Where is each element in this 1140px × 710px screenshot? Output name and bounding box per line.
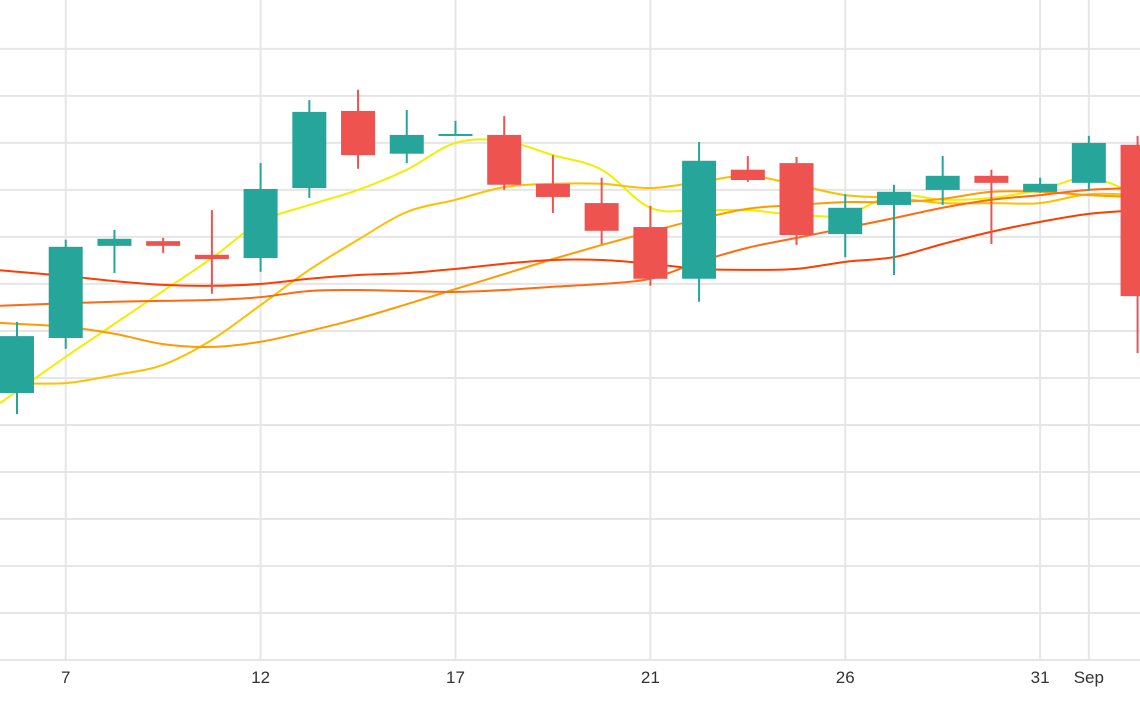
candle-down — [633, 205, 668, 286]
candle-body — [487, 134, 522, 185]
ma-yellow-line — [0, 138, 1138, 404]
candle-down — [779, 157, 814, 245]
candle-body — [1071, 142, 1106, 183]
candle-up — [828, 194, 863, 258]
x-tick-label: Sep — [1074, 668, 1104, 687]
x-tick-label: 7 — [61, 668, 70, 687]
x-axis-ticks: 7 12 17 21 26 31 Sep — [61, 668, 1104, 687]
x-tick-label: 12 — [251, 668, 270, 687]
ma-red-line — [0, 209, 1138, 287]
candle-down — [487, 116, 522, 190]
candle-body — [633, 227, 668, 279]
candles — [0, 89, 1140, 415]
x-tick-label: 17 — [446, 668, 465, 687]
x-tick-label: 31 — [1031, 668, 1050, 687]
candle-down — [730, 156, 765, 182]
candle-body — [876, 191, 911, 205]
candle-up — [925, 156, 960, 205]
candle-up — [1071, 135, 1106, 191]
x-tick-label: 21 — [641, 668, 660, 687]
candle-up — [876, 184, 911, 275]
candle-body — [48, 246, 83, 338]
candle-body — [828, 207, 863, 235]
candle-down — [194, 210, 229, 294]
candle-body — [974, 175, 1009, 183]
candle-body — [389, 134, 424, 154]
candle-body — [535, 183, 570, 197]
candle-up — [48, 239, 83, 349]
candle-up — [97, 229, 132, 274]
candle-body — [438, 133, 473, 136]
candle-up — [292, 100, 327, 198]
candle-up — [389, 110, 424, 164]
candle-up — [243, 163, 278, 272]
moving-average-lines — [0, 138, 1138, 404]
grid — [0, 0, 1140, 661]
x-tick-label: 26 — [836, 668, 855, 687]
ma-gold-line — [0, 174, 1138, 385]
candle-down — [974, 169, 1009, 244]
candle-body — [925, 175, 960, 190]
candle-body — [146, 241, 181, 246]
candle-body — [779, 163, 814, 236]
candle-down — [146, 237, 181, 253]
candle-body — [730, 169, 765, 181]
candle-up — [1023, 177, 1058, 193]
candle-body — [584, 203, 619, 231]
candle-down — [535, 155, 570, 213]
candle-body — [243, 188, 278, 259]
candle-body — [97, 238, 132, 246]
candle-body — [194, 254, 229, 260]
candle-body — [1120, 144, 1140, 297]
candle-body — [682, 160, 717, 279]
candle-up — [682, 141, 717, 302]
candle-down — [1120, 135, 1140, 354]
candle-body — [1023, 183, 1058, 192]
candle-up — [0, 322, 34, 415]
candle-down — [584, 177, 619, 244]
candle-body — [0, 336, 34, 393]
candle-down — [341, 89, 376, 169]
ma-orange-line — [0, 190, 1138, 349]
ma-dark-orange-line — [0, 187, 1138, 307]
candle-body — [292, 111, 327, 189]
candle-body — [341, 110, 376, 156]
candle-up — [438, 120, 473, 136]
